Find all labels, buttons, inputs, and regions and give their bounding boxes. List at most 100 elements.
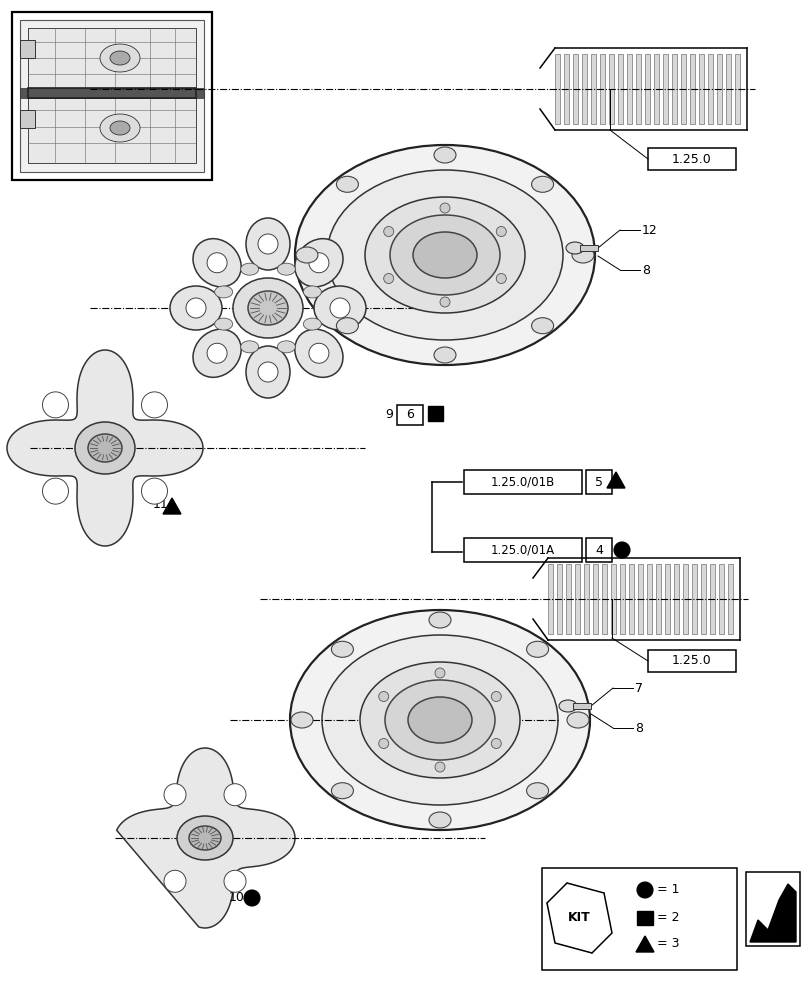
- Bar: [581, 54, 586, 124]
- Circle shape: [491, 738, 500, 748]
- Circle shape: [613, 542, 629, 558]
- Bar: [28, 98, 195, 163]
- Circle shape: [207, 253, 227, 273]
- Polygon shape: [607, 472, 624, 488]
- Circle shape: [141, 478, 167, 504]
- Circle shape: [496, 227, 506, 236]
- Ellipse shape: [331, 641, 353, 657]
- Bar: [709, 564, 714, 634]
- Bar: [716, 54, 721, 124]
- Ellipse shape: [294, 239, 342, 287]
- Bar: [20, 110, 35, 128]
- Bar: [556, 564, 561, 634]
- Bar: [636, 911, 652, 925]
- Circle shape: [42, 478, 68, 504]
- Ellipse shape: [240, 341, 259, 353]
- Bar: [20, 20, 204, 172]
- Circle shape: [243, 890, 260, 906]
- Ellipse shape: [428, 612, 450, 628]
- Ellipse shape: [233, 278, 303, 338]
- Bar: [599, 54, 604, 124]
- Ellipse shape: [240, 263, 259, 275]
- Ellipse shape: [566, 712, 588, 728]
- Circle shape: [207, 343, 227, 363]
- Ellipse shape: [389, 215, 500, 295]
- Ellipse shape: [193, 239, 241, 287]
- Circle shape: [491, 692, 500, 702]
- Bar: [573, 54, 577, 124]
- Bar: [547, 564, 552, 634]
- Circle shape: [224, 784, 246, 806]
- Ellipse shape: [314, 286, 366, 330]
- Polygon shape: [635, 936, 653, 952]
- Bar: [565, 564, 570, 634]
- Circle shape: [636, 882, 652, 898]
- Circle shape: [186, 298, 206, 318]
- Bar: [610, 564, 616, 634]
- Text: 10: 10: [229, 891, 245, 904]
- Bar: [707, 54, 712, 124]
- Ellipse shape: [246, 218, 290, 270]
- Ellipse shape: [214, 318, 233, 330]
- Bar: [718, 564, 723, 634]
- Circle shape: [141, 392, 167, 418]
- Circle shape: [308, 343, 328, 363]
- Ellipse shape: [100, 44, 139, 72]
- Ellipse shape: [322, 635, 557, 805]
- Circle shape: [258, 362, 277, 382]
- Text: 7: 7: [634, 682, 642, 694]
- Text: = 1: = 1: [656, 883, 679, 896]
- Bar: [620, 564, 624, 634]
- Ellipse shape: [433, 147, 456, 163]
- Circle shape: [329, 298, 350, 318]
- Ellipse shape: [169, 286, 221, 330]
- Bar: [579, 245, 597, 251]
- Text: 12: 12: [642, 224, 657, 236]
- Ellipse shape: [246, 346, 290, 398]
- Bar: [617, 54, 622, 124]
- Text: KIT: KIT: [567, 911, 590, 924]
- Ellipse shape: [428, 812, 450, 828]
- Ellipse shape: [359, 662, 519, 778]
- Bar: [655, 564, 660, 634]
- Text: 1.25.0/01B: 1.25.0/01B: [491, 476, 555, 488]
- Bar: [635, 54, 640, 124]
- Circle shape: [378, 692, 388, 702]
- Bar: [637, 564, 642, 634]
- Bar: [590, 54, 595, 124]
- Polygon shape: [7, 350, 203, 546]
- Ellipse shape: [433, 347, 456, 363]
- Bar: [680, 54, 685, 124]
- Circle shape: [384, 227, 393, 236]
- Ellipse shape: [327, 170, 562, 340]
- Bar: [672, 54, 676, 124]
- Ellipse shape: [565, 242, 583, 254]
- Bar: [608, 54, 613, 124]
- Ellipse shape: [558, 700, 577, 712]
- Bar: [601, 564, 607, 634]
- Ellipse shape: [177, 816, 233, 860]
- Bar: [629, 564, 633, 634]
- Text: 5: 5: [594, 476, 603, 488]
- Bar: [698, 54, 703, 124]
- Bar: [653, 54, 659, 124]
- Bar: [564, 54, 569, 124]
- Ellipse shape: [294, 145, 594, 365]
- Ellipse shape: [526, 783, 548, 799]
- Text: 11: 11: [152, 498, 168, 512]
- Bar: [646, 564, 651, 634]
- Ellipse shape: [109, 121, 130, 135]
- Ellipse shape: [290, 712, 312, 728]
- Bar: [644, 54, 649, 124]
- Ellipse shape: [384, 680, 495, 760]
- Ellipse shape: [296, 247, 318, 263]
- Text: = 2: = 2: [656, 911, 679, 924]
- Bar: [28, 28, 195, 88]
- Circle shape: [440, 297, 449, 307]
- Bar: [647, 650, 735, 672]
- Bar: [689, 54, 694, 124]
- Ellipse shape: [331, 783, 353, 799]
- Circle shape: [164, 870, 186, 892]
- Circle shape: [42, 392, 68, 418]
- Bar: [20, 88, 204, 98]
